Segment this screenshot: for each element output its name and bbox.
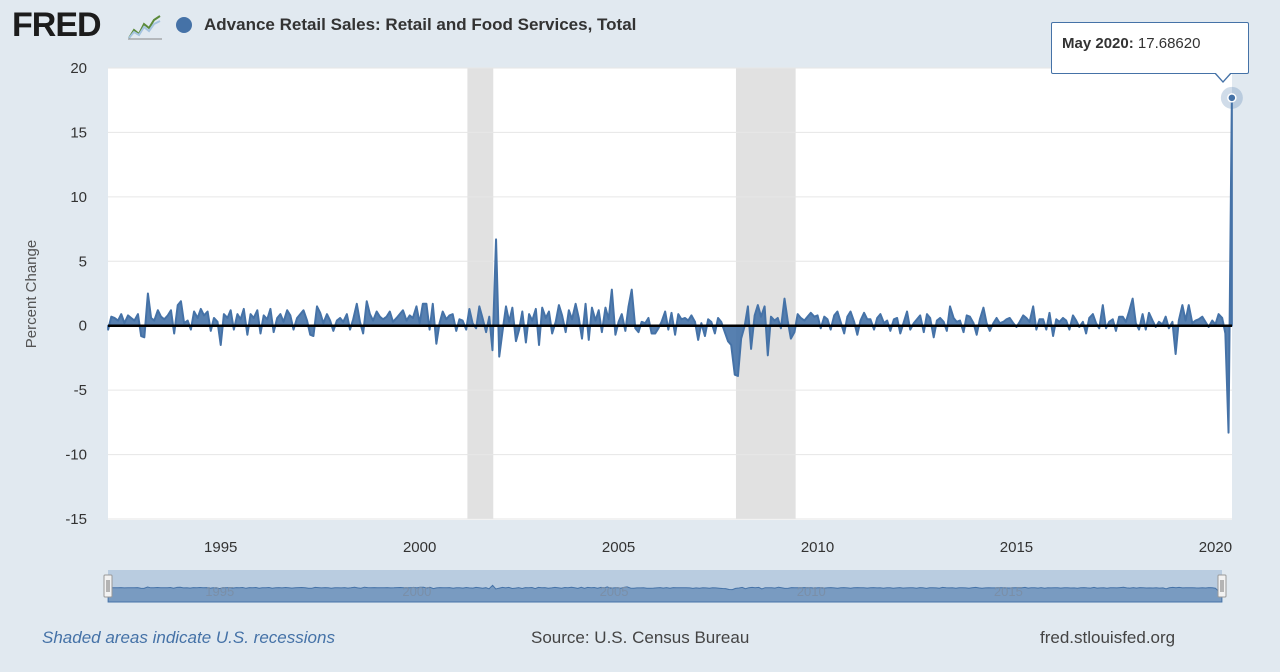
highlight-point [1227,93,1237,103]
highlight-marker [1220,86,1243,109]
navigator-right-handle[interactable] [1217,574,1227,598]
y-tick-label: -5 [74,382,87,399]
navigator-series [107,580,1223,603]
y-tick-label: -10 [65,447,87,464]
fred-site-link[interactable]: fred.stlouisfed.org [1040,628,1176,647]
fred-graph-icon [128,15,162,40]
grid-lines [108,67,1232,520]
x-tick-label: 2005 [602,539,635,556]
source-text: Source: U.S. Census Bureau [531,628,750,647]
plot-area [108,68,1232,520]
navigator-label: 2015 [994,584,1023,599]
navigator-label: 2005 [600,584,629,599]
navigator-label: 2000 [402,584,431,599]
recession-band-0 [467,68,494,519]
data-tooltip: May 2020: 17.68620 [1051,22,1249,74]
navigator-label: 2010 [797,584,826,599]
y-tick-label: 20 [70,60,87,77]
recession-bands [467,68,796,519]
y-tick-label: 5 [79,253,87,270]
x-tick-label: 2010 [801,539,834,556]
navigator: 1995 2000 2005 2010 2015 [103,570,1227,603]
series-legend-dot [176,17,192,33]
fred-logo[interactable]: FRED [12,6,102,44]
tooltip-pointer-fill [1215,72,1231,81]
chart-header: FRED Advance Retail Sales: Retail and Fo… [0,0,1280,56]
recession-note: Shaded areas indicate U.S. recessions [42,628,335,647]
series-area [107,96,1233,434]
tooltip-date: May 2020: [1062,35,1134,52]
y-tick-label: 0 [79,318,87,335]
y-tick-label: 15 [70,124,87,141]
y-tick-label: 10 [70,189,87,206]
x-tick-label: 1995 [204,539,237,556]
y-tick-label: -15 [65,511,87,528]
x-tick-label: 2020 [1199,539,1232,556]
x-tick-label: 2000 [403,539,436,556]
navigator-label: 1995 [205,584,234,599]
x-tick-label: 2015 [1000,539,1033,556]
series-title[interactable]: Advance Retail Sales: Retail and Food Se… [204,15,637,34]
navigator-left-handle[interactable] [103,574,113,598]
series-area-path [107,96,1233,434]
recession-band-1 [735,68,796,519]
tooltip-value: 17.68620 [1137,35,1201,52]
y-axis-label: Percent Change [23,240,40,348]
